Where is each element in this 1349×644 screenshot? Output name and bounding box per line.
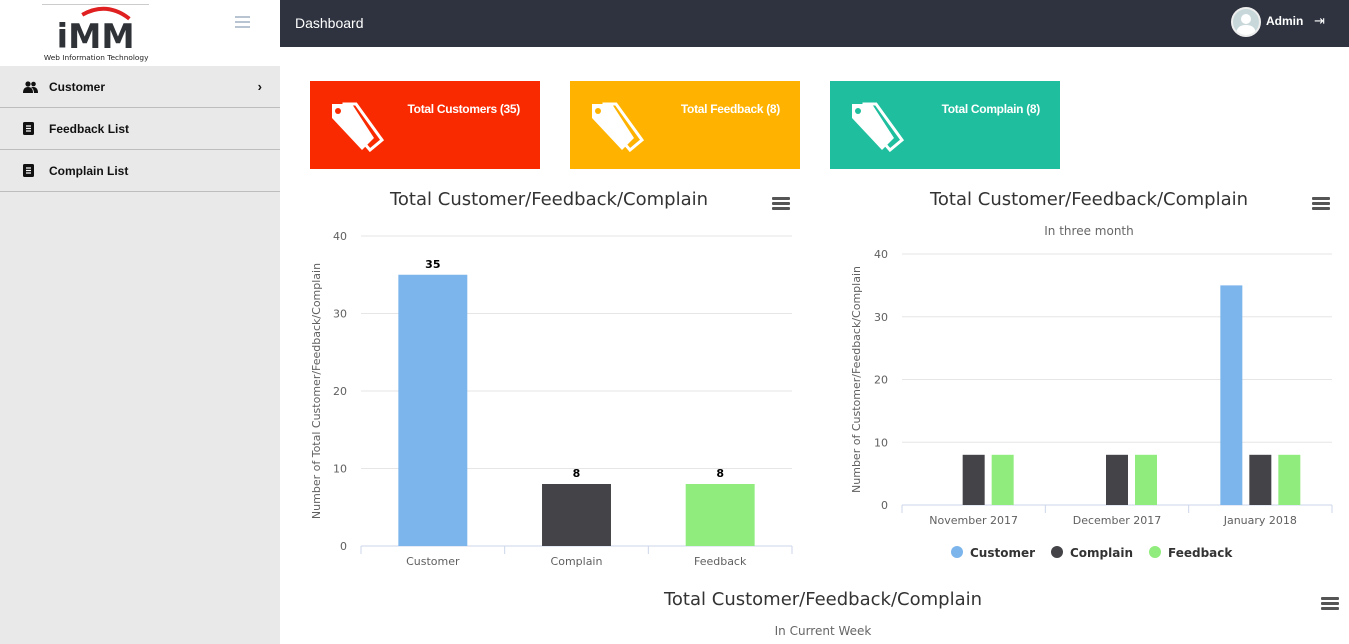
bar xyxy=(1220,285,1243,505)
bar xyxy=(1106,454,1128,505)
bar xyxy=(991,454,1014,505)
bar xyxy=(962,454,985,505)
bar xyxy=(398,274,468,546)
y-tick-label: 20 xyxy=(874,374,888,387)
top-bar: Dashboard Admin ⇥ xyxy=(280,0,1349,47)
legend-label: Customer xyxy=(970,546,1035,560)
y-tick-label: 10 xyxy=(874,436,888,449)
sign-out-icon[interactable]: ⇥ xyxy=(1314,13,1325,28)
bar xyxy=(1249,454,1272,505)
bar xyxy=(542,484,611,546)
card-label: Total Feedback (8) xyxy=(680,102,780,116)
legend-marker xyxy=(1051,546,1063,558)
tags-icon xyxy=(852,102,905,152)
x-tick-label: Complain xyxy=(551,555,603,568)
y-axis-title: Number of Customer/Feedback/Complain xyxy=(850,266,863,493)
svg-text:Web Information Technology: Web Information Technology xyxy=(44,53,149,62)
sidebar-item-label: Complain List xyxy=(49,163,129,178)
card-label: Total Customers (35) xyxy=(407,102,521,116)
sidebar-item-label: Feedback List xyxy=(49,121,130,136)
sidebar-item-customer[interactable]: Customer › xyxy=(0,66,280,108)
y-tick-label: 20 xyxy=(333,385,347,398)
chart1: 0 10 20 30 40 Customer Complain Feedback Number … xyxy=(310,230,793,568)
chevron-right-icon: › xyxy=(257,79,262,94)
tags-icon xyxy=(332,102,385,152)
y-tick-label: 40 xyxy=(333,230,347,243)
sidebar: iMM Web Information Technology Customer … xyxy=(0,0,280,644)
bar xyxy=(685,484,755,546)
x-tick-label: November 2017 xyxy=(929,514,1018,527)
data-label: 35 xyxy=(425,258,440,271)
y-tick-label: 40 xyxy=(874,248,888,261)
legend-label: Complain xyxy=(1070,546,1133,560)
y-tick-label: 30 xyxy=(333,308,347,321)
chart2-title: Total Customer/Feedback/Complain xyxy=(929,189,1249,210)
bar xyxy=(1278,454,1301,505)
legend-marker xyxy=(1149,546,1161,558)
legend-label: Feedback xyxy=(1168,546,1233,560)
sidebar-item-feedback-list[interactable]: Feedback List xyxy=(0,108,280,150)
data-label: 8 xyxy=(573,467,581,480)
card-label: Total Complain (8) xyxy=(941,102,1041,116)
tags-icon xyxy=(592,102,645,152)
total-feedback-card[interactable]: Total Feedback (8) xyxy=(570,81,800,169)
y-axis-title: Number of Total Customer/Feedback/Compla… xyxy=(310,263,323,519)
page-title: Dashboard xyxy=(295,15,364,31)
y-tick-label: 0 xyxy=(340,540,347,553)
total-customers-card[interactable]: Total Customers (35) xyxy=(310,81,540,169)
y-tick-label: 10 xyxy=(333,463,347,476)
y-tick-label: 30 xyxy=(874,311,888,324)
x-tick-label: Customer xyxy=(406,555,460,568)
chart2-subtitle: In three month xyxy=(1044,224,1134,238)
list-icon xyxy=(23,164,39,177)
chart3-menu-button[interactable] xyxy=(1321,597,1339,612)
sidebar-item-complain-list[interactable]: Complain List xyxy=(0,150,280,192)
y-tick-label: 0 xyxy=(881,499,888,512)
logo-area: iMM Web Information Technology xyxy=(0,0,280,66)
sidebar-item-label: Customer xyxy=(49,79,106,94)
data-label: 8 xyxy=(716,467,724,480)
list-icon xyxy=(23,122,39,135)
avatar[interactable] xyxy=(1231,7,1261,37)
x-tick-label: December 2017 xyxy=(1073,514,1162,527)
chart3-title: Total Customer/Feedback/Complain xyxy=(663,589,983,610)
logo: iMM Web Information Technology xyxy=(42,4,149,62)
chart2: 0 10 20 30 40 November 2017 December 2017 Janua… xyxy=(850,248,1333,560)
sidebar-toggle-button[interactable] xyxy=(235,16,250,31)
chart1-title: Total Customer/Feedback/Complain xyxy=(389,189,709,210)
x-tick-label: Feedback xyxy=(694,555,747,568)
svg-text:iMM: iMM xyxy=(57,17,135,56)
chart3-subtitle: In Current Week xyxy=(774,624,872,638)
total-complain-card[interactable]: Total Complain (8) xyxy=(830,81,1060,169)
user-name[interactable]: Admin xyxy=(1266,14,1304,28)
bar xyxy=(1135,454,1157,505)
x-tick-label: January 2018 xyxy=(1223,514,1297,527)
users-icon xyxy=(23,80,39,93)
legend-marker xyxy=(951,546,963,558)
chart2-menu-button[interactable] xyxy=(1312,197,1330,212)
chart1-menu-button[interactable] xyxy=(772,197,790,212)
